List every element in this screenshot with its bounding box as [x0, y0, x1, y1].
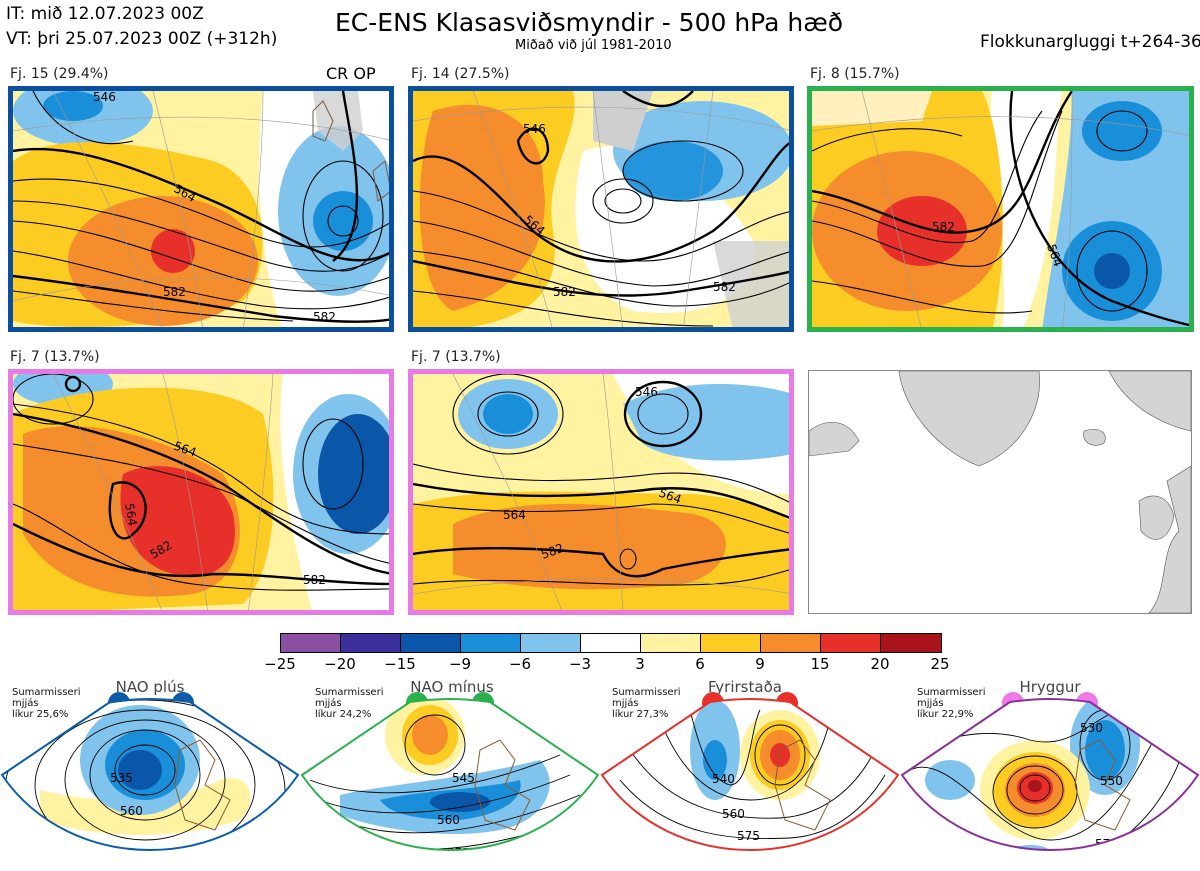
- colorbar-tick: 9: [755, 655, 765, 673]
- panel-2-contour-label: 582: [713, 280, 736, 294]
- cluster-map-2: 546 564 582 582: [408, 86, 794, 332]
- regime-4-contour-label: 530: [1080, 721, 1103, 735]
- regime-4-name: Hryggur: [1019, 678, 1081, 696]
- regime-1-contour-label: 560: [120, 804, 143, 818]
- regime-3-season: Sumarmisseri: [612, 687, 681, 698]
- colorbar-cell: [880, 633, 942, 653]
- panel-5-label: Fj. 7 (13.7%): [411, 349, 501, 365]
- colorbar-cell: [760, 633, 821, 653]
- regime-2-likelihood: líkur 24,2%: [315, 709, 372, 720]
- cluster-map-2-plot: 546 564 582 582: [413, 91, 789, 327]
- cluster-map-3: 582 564: [807, 86, 1194, 332]
- regime-1-name: NAO plús: [115, 678, 185, 696]
- panel-1-tag: CR OP: [326, 64, 376, 83]
- valid-time: VT: þri 25.07.2023 00Z (+312h): [6, 29, 278, 49]
- regime-1-season: Sumarmisseri: [12, 687, 81, 698]
- colorbar-cell: [400, 633, 461, 653]
- colorbar-cell: [820, 633, 881, 653]
- classification-window: Flokkunargluggi t+264-360: [980, 32, 1200, 52]
- cluster-map-3-plot: 582 564: [812, 91, 1189, 327]
- colorbar-tick: −9: [448, 655, 472, 673]
- regime-4-contour-label: 550: [1100, 774, 1123, 788]
- base-map: [808, 370, 1192, 614]
- panel-5-contour-label: 564: [503, 508, 526, 522]
- regime-1-mode: mjjás: [12, 698, 39, 709]
- colorbar-tick: 20: [870, 655, 890, 673]
- cluster-map-4-plot: 564 564 582 582: [13, 374, 389, 610]
- colorbar-tick: −20: [324, 655, 356, 673]
- regime-2-contour-label: 575: [447, 846, 470, 860]
- regime-4-map: 530 550 575: [900, 698, 1200, 851]
- colorbar-cell: [460, 633, 521, 653]
- page-title: EC-ENS Klasasviðsmyndir - 500 hPa hæð: [335, 8, 844, 37]
- panel-4-contour-label: 582: [303, 573, 326, 587]
- colorbar-cell: [520, 633, 581, 653]
- regime-2-contour-label: 545: [452, 771, 475, 785]
- colorbar-tick: 6: [695, 655, 705, 673]
- cluster-map-5: 546 564 564 582: [408, 369, 794, 615]
- regime-4-season: Sumarmisseri: [917, 687, 986, 698]
- panel-4-contour-label: 564: [122, 502, 140, 527]
- colorbar-cell: [340, 633, 401, 653]
- base-map-plot: [809, 371, 1191, 613]
- init-time: IT: mið 12.07.2023 00Z: [6, 4, 204, 24]
- panel-1-label: Fj. 15 (29.4%): [10, 66, 109, 82]
- regime-3-contour-label: 540: [712, 772, 735, 786]
- colorbar-cell: [640, 633, 701, 653]
- panel-3-label: Fj. 8 (15.7%): [810, 66, 900, 82]
- colorbar-cell: [280, 633, 341, 653]
- panel-5-contour-label: 546: [635, 385, 658, 399]
- colorbar-tick: 15: [810, 655, 830, 673]
- cluster-map-1: 564 582 582 546: [8, 86, 394, 332]
- regime-3-mode: mjjás: [612, 698, 639, 709]
- cluster-map-5-plot: 546 564 564 582: [413, 374, 789, 610]
- panel-2-label: Fj. 14 (27.5%): [411, 66, 510, 82]
- panel-1-contour-label: 546: [93, 91, 116, 104]
- regime-2-name: NAO mínus: [410, 678, 494, 696]
- regime-3-map: 540 560 575: [600, 698, 900, 851]
- regime-3-contour-label: 560: [722, 807, 745, 821]
- regime-4-mode: mjjás: [917, 698, 944, 709]
- colorbar-tick: −15: [384, 655, 416, 673]
- panel-3-contour-label: 582: [932, 220, 955, 234]
- panel-1-contour-label: 582: [313, 310, 336, 324]
- regime-4-likelihood: líkur 22,9%: [917, 709, 974, 720]
- panel-1-contour-label: 582: [163, 285, 186, 299]
- page-subtitle: Miðað við júl 1981-2010: [515, 38, 672, 53]
- colorbar-tick: 25: [930, 655, 950, 673]
- regime-1-contour-label: 535: [110, 771, 133, 785]
- regime-2-season: Sumarmisseri: [315, 687, 384, 698]
- colorbar-tick: −3: [568, 655, 592, 673]
- panel-2-contour-label: 582: [553, 285, 576, 299]
- cluster-map-1-plot: 564 582 582 546: [13, 91, 389, 327]
- regime-2-mode: mjjás: [315, 698, 342, 709]
- regime-2-map: 545 560 575: [300, 698, 600, 860]
- regime-3-likelihood: líkur 27,3%: [612, 709, 669, 720]
- colorbar-tick: −25: [264, 655, 296, 673]
- colorbar-cell: [700, 633, 761, 653]
- colorbar-tick: 3: [635, 655, 645, 673]
- regime-3-contour-label: 575: [737, 829, 760, 843]
- panel-2-contour-label: 546: [523, 122, 546, 136]
- regime-1-map: 535 560: [0, 698, 300, 851]
- regime-1-likelihood: líkur 25,6%: [12, 709, 69, 720]
- colorbar-cell: [580, 633, 641, 653]
- panel-4-label: Fj. 7 (13.7%): [10, 349, 100, 365]
- regime-3-name: Fyrirstaða: [708, 678, 782, 696]
- regime-2-contour-label: 560: [437, 813, 460, 827]
- cluster-map-4: 564 564 582 582: [8, 369, 394, 615]
- colorbar-tick: −6: [508, 655, 532, 673]
